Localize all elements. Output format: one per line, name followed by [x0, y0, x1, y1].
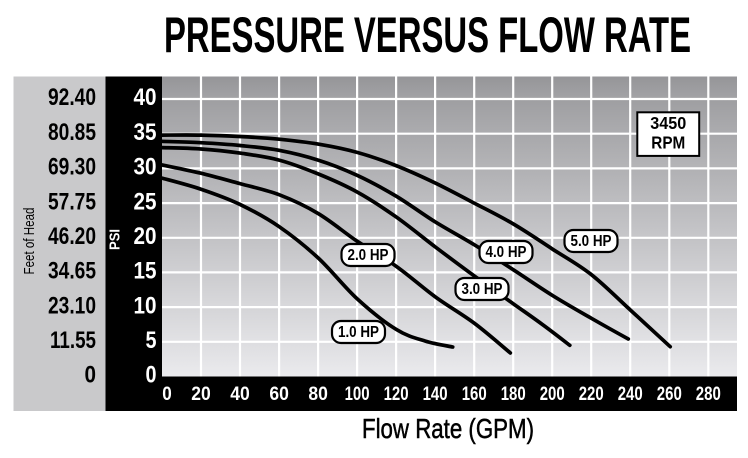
svg-text:20: 20 — [134, 223, 157, 250]
svg-text:220: 220 — [579, 383, 604, 405]
svg-text:5.0 HP: 5.0 HP — [571, 233, 612, 250]
svg-text:120: 120 — [384, 383, 409, 405]
svg-text:46.20: 46.20 — [48, 223, 96, 250]
svg-text:25: 25 — [134, 188, 157, 215]
svg-text:40: 40 — [134, 84, 157, 111]
svg-text:80.85: 80.85 — [48, 119, 96, 146]
svg-text:3450: 3450 — [650, 113, 686, 133]
svg-text:69.30: 69.30 — [48, 154, 96, 181]
svg-text:23.10: 23.10 — [48, 292, 96, 319]
svg-text:1.0 HP: 1.0 HP — [338, 324, 379, 341]
svg-text:80: 80 — [308, 383, 328, 405]
svg-text:140: 140 — [423, 383, 448, 405]
svg-text:0: 0 — [146, 362, 157, 389]
svg-text:10: 10 — [134, 292, 157, 319]
svg-text:Feet of Head: Feet of Head — [21, 208, 38, 275]
svg-text:240: 240 — [618, 383, 643, 405]
svg-text:2.0 HP: 2.0 HP — [348, 247, 389, 264]
svg-text:260: 260 — [657, 383, 682, 405]
svg-text:180: 180 — [501, 383, 526, 405]
svg-text:35: 35 — [134, 119, 157, 146]
svg-text:RPM: RPM — [651, 132, 685, 152]
svg-text:30: 30 — [134, 154, 157, 181]
svg-text:PSI: PSI — [108, 229, 124, 250]
svg-text:5: 5 — [146, 327, 157, 354]
svg-text:60: 60 — [269, 383, 289, 405]
svg-text:PRESSURE VERSUS FLOW RATE: PRESSURE VERSUS FLOW RATE — [164, 7, 691, 63]
svg-text:160: 160 — [462, 383, 487, 405]
svg-text:0: 0 — [85, 362, 97, 389]
svg-text:0: 0 — [162, 383, 172, 405]
svg-text:3.0 HP: 3.0 HP — [462, 281, 503, 298]
svg-text:200: 200 — [540, 383, 565, 405]
svg-text:15: 15 — [134, 258, 157, 285]
svg-text:92.40: 92.40 — [48, 84, 96, 111]
svg-text:4.0 HP: 4.0 HP — [486, 244, 527, 261]
svg-text:20: 20 — [191, 383, 211, 405]
svg-text:100: 100 — [345, 383, 370, 405]
svg-text:280: 280 — [696, 383, 721, 405]
svg-text:11.55: 11.55 — [50, 327, 96, 354]
svg-text:Flow Rate (GPM): Flow Rate (GPM) — [362, 413, 534, 444]
svg-text:34.65: 34.65 — [48, 258, 96, 285]
svg-text:40: 40 — [230, 383, 250, 405]
svg-text:57.75: 57.75 — [48, 188, 96, 215]
